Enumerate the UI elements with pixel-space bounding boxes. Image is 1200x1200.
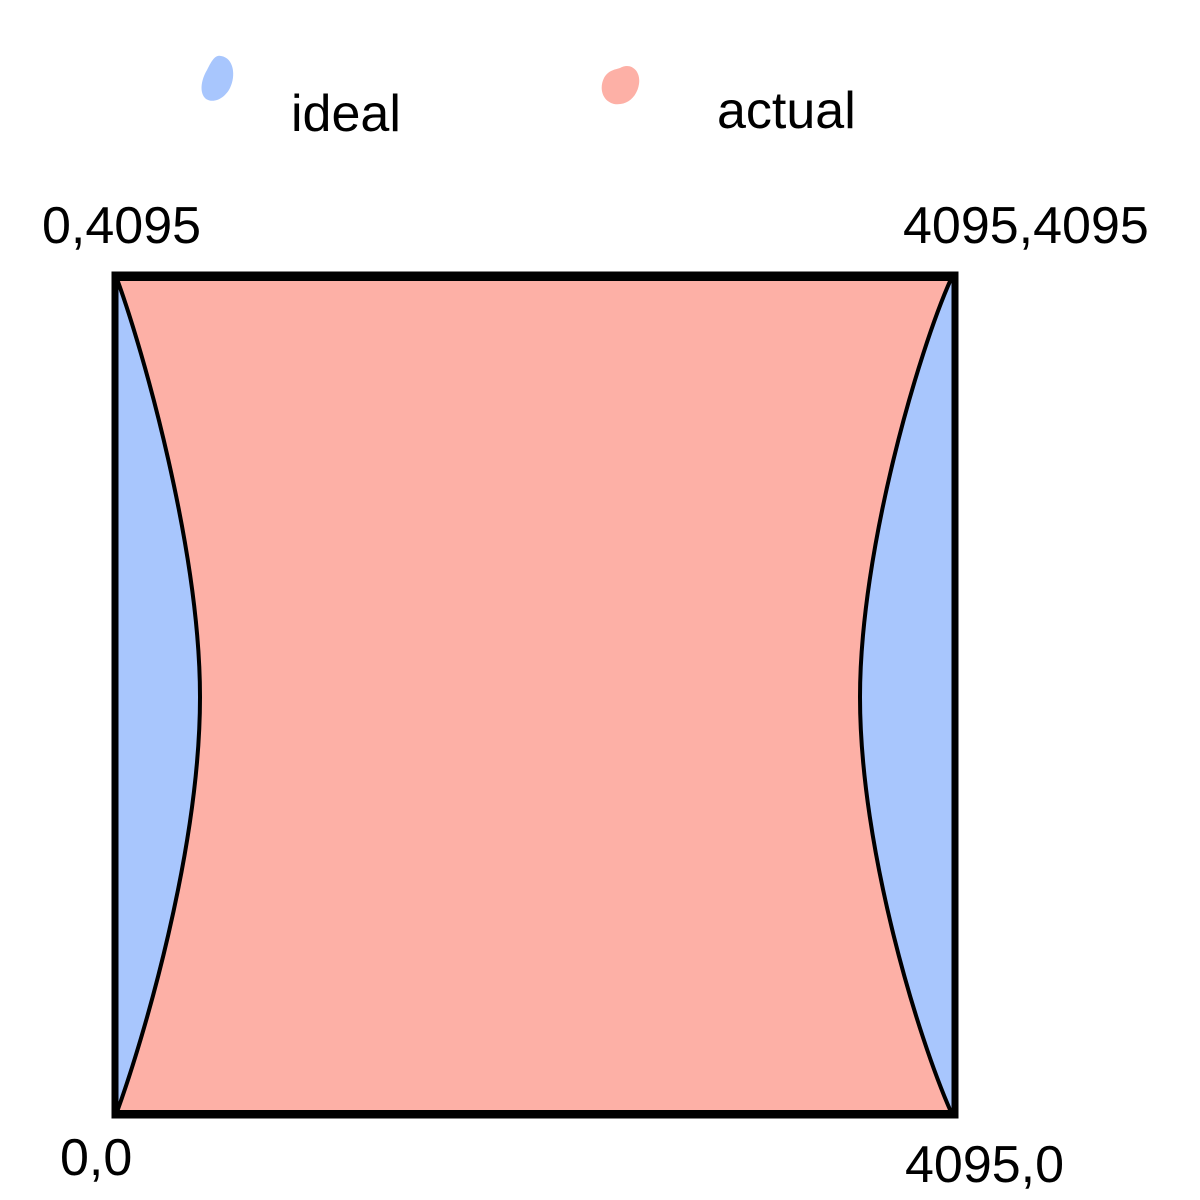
legend: ideal actual — [201, 55, 856, 143]
legend-swatch-ideal — [201, 55, 234, 101]
corner-label-top-left: 0,4095 — [42, 197, 201, 255]
legend-label-actual: actual — [717, 82, 856, 140]
corner-label-bottom-left: 0,0 — [60, 1129, 132, 1187]
actual-region — [115, 277, 953, 1114]
corner-label-bottom-right: 4095,0 — [905, 1136, 1064, 1194]
legend-swatch-actual — [601, 65, 640, 105]
legend-label-ideal: ideal — [291, 85, 401, 143]
corner-label-top-right: 4095,4095 — [903, 197, 1149, 255]
square-outline — [111, 271, 959, 1119]
